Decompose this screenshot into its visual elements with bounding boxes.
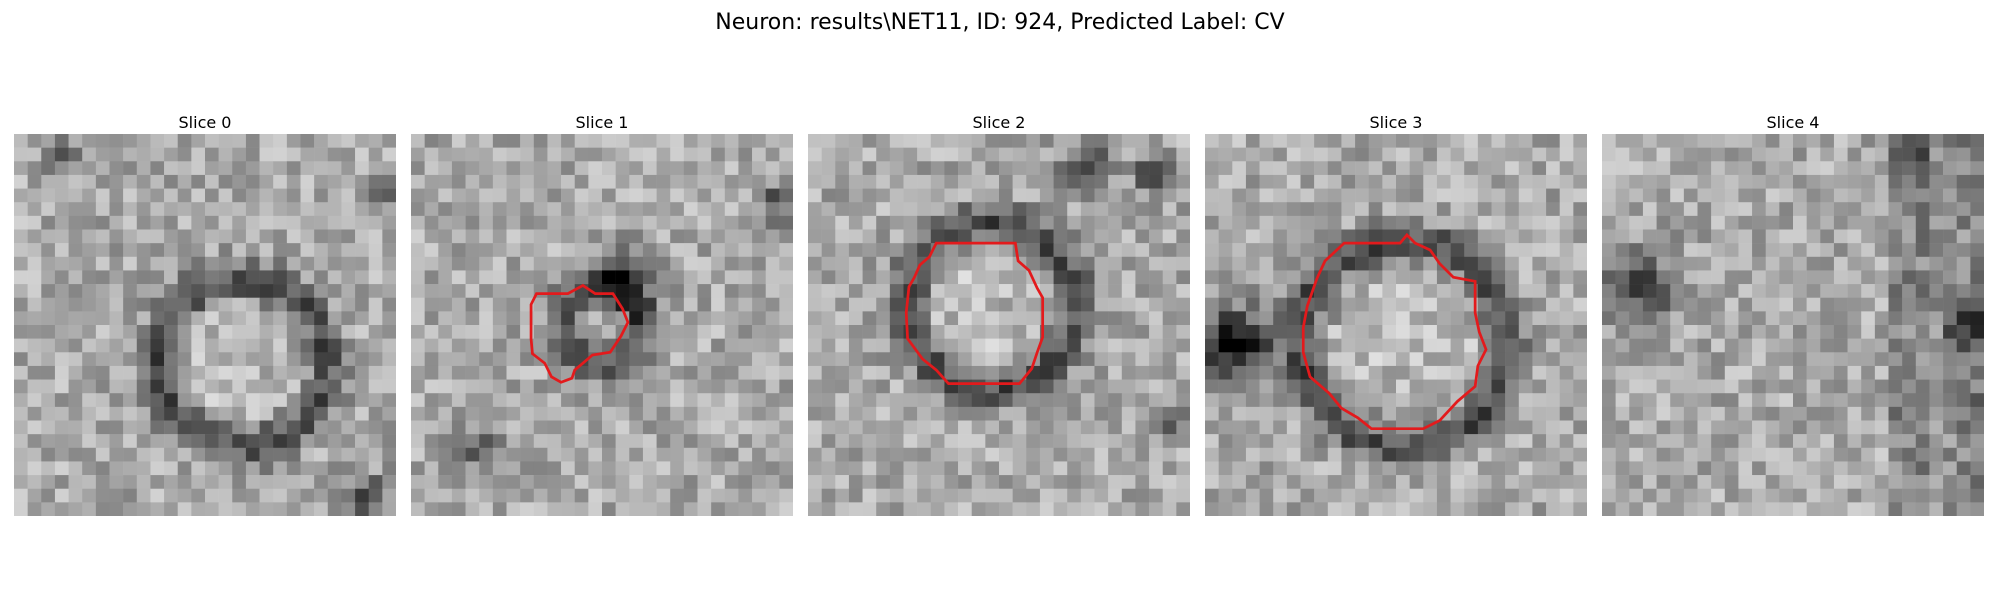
slice-panel-0: Slice 0 bbox=[14, 112, 396, 518]
slice-title: Slice 1 bbox=[411, 112, 793, 134]
slice-image bbox=[1205, 134, 1587, 516]
slice-panel-2: Slice 2 bbox=[808, 112, 1190, 518]
slice-image bbox=[411, 134, 793, 516]
slice-image bbox=[14, 134, 396, 516]
slice-image bbox=[1602, 134, 1984, 516]
slice-title: Slice 4 bbox=[1602, 112, 1984, 134]
slice-panel-3: Slice 3 bbox=[1205, 112, 1587, 518]
slice-title: Slice 0 bbox=[14, 112, 396, 134]
slice-image bbox=[808, 134, 1190, 516]
figure-title: Neuron: results\NET11, ID: 924, Predicte… bbox=[0, 6, 2000, 40]
slice-panel-4: Slice 4 bbox=[1602, 112, 1984, 518]
slice-title: Slice 3 bbox=[1205, 112, 1587, 134]
slice-title: Slice 2 bbox=[808, 112, 1190, 134]
slice-panel-1: Slice 1 bbox=[411, 112, 793, 518]
